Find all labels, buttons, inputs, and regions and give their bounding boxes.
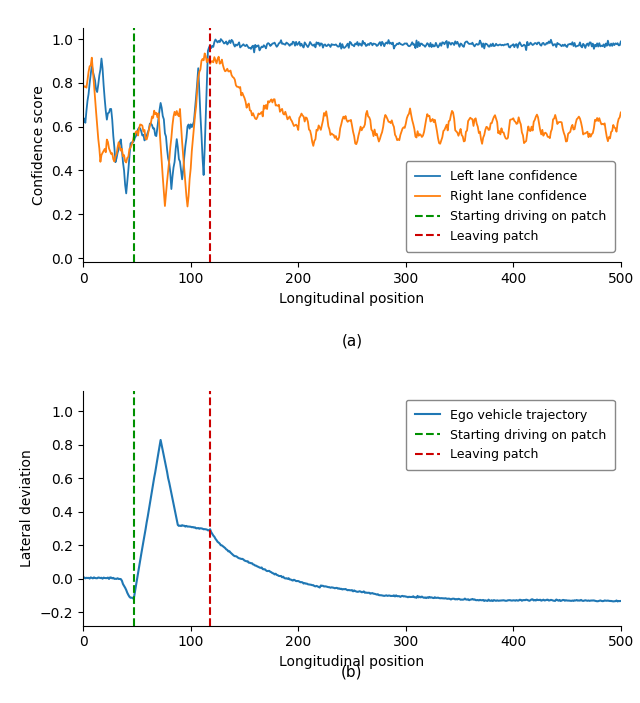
- Ego vehicle trajectory: [236, 554, 244, 562]
- Right lane confidence: [428, 116, 435, 124]
- Ego vehicle trajectory: [276, 572, 284, 580]
- Right lane confidence: [617, 108, 625, 117]
- Ego vehicle trajectory: [79, 574, 87, 583]
- Right lane confidence: [237, 91, 245, 100]
- Y-axis label: Lateral deviation: Lateral deviation: [20, 450, 35, 567]
- Left lane confidence: [617, 37, 625, 46]
- Left lane confidence: [237, 42, 245, 51]
- Ego vehicle trajectory: [433, 593, 441, 602]
- Ego vehicle trajectory: [614, 597, 621, 605]
- Left lane confidence: [122, 189, 130, 198]
- Ego vehicle trajectory: [525, 597, 533, 605]
- Left lane confidence: [277, 36, 285, 44]
- Ego vehicle trajectory: [214, 538, 221, 546]
- Starting driving on patch: [130, 574, 138, 583]
- Right lane confidence: [201, 49, 209, 58]
- Legend: Left lane confidence, Right lane confidence, Starting driving on patch, Leaving : Left lane confidence, Right lane confide…: [406, 162, 614, 252]
- Right lane confidence: [79, 81, 87, 89]
- Left lane confidence: [527, 39, 534, 47]
- Right lane confidence: [184, 202, 191, 211]
- Line: Right lane confidence: Right lane confidence: [83, 53, 621, 207]
- X-axis label: Longitudinal position: Longitudinal position: [280, 655, 424, 669]
- Line: Ego vehicle trajectory: Ego vehicle trajectory: [83, 440, 621, 601]
- Left lane confidence: [217, 35, 225, 44]
- Ego vehicle trajectory: [157, 436, 164, 444]
- Right lane confidence: [277, 105, 285, 114]
- Right lane confidence: [434, 134, 442, 142]
- Leaving patch: [206, 574, 214, 583]
- Left lane confidence: [214, 38, 221, 46]
- Left lane confidence: [79, 114, 87, 122]
- Ego vehicle trajectory: [427, 593, 435, 602]
- Y-axis label: Confidence score: Confidence score: [32, 85, 46, 205]
- Left lane confidence: [428, 43, 435, 51]
- Right lane confidence: [215, 53, 223, 61]
- Leaving patch: [206, 407, 214, 415]
- X-axis label: Longitudinal position: Longitudinal position: [280, 292, 424, 306]
- Text: (a): (a): [341, 334, 363, 349]
- Starting driving on patch: [130, 407, 138, 415]
- Ego vehicle trajectory: [617, 597, 625, 605]
- Legend: Ego vehicle trajectory, Starting driving on patch, Leaving patch: Ego vehicle trajectory, Starting driving…: [406, 400, 614, 470]
- Right lane confidence: [527, 127, 534, 135]
- Left lane confidence: [434, 43, 442, 51]
- Line: Left lane confidence: Left lane confidence: [83, 39, 621, 193]
- Text: (b): (b): [341, 664, 363, 679]
